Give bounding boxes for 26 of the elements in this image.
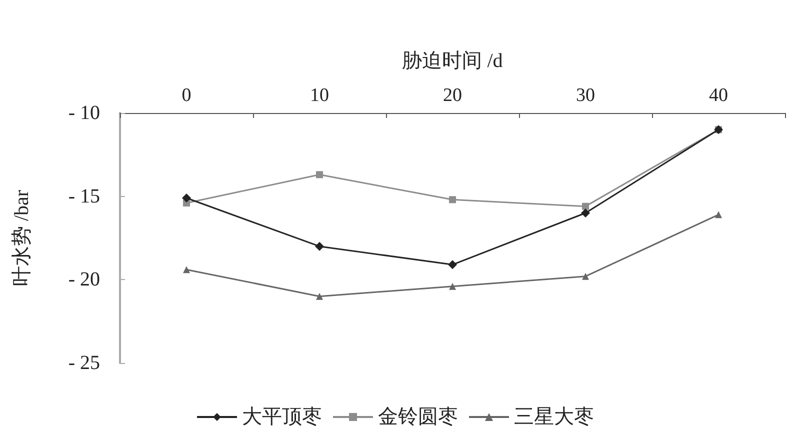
point — [448, 260, 457, 270]
legend-label: 三星大枣 — [514, 406, 594, 428]
x-tick-label: 20 — [443, 85, 462, 106]
point — [715, 211, 722, 218]
point — [316, 292, 323, 300]
legend-label: 大平顶枣 — [242, 406, 322, 428]
y-tick-label: - 20 — [68, 268, 100, 291]
y-tick-label: - 10 — [68, 102, 100, 124]
y-axis-title: 叶水势 /bar — [11, 190, 33, 286]
point — [449, 282, 456, 290]
point — [316, 171, 323, 178]
point — [449, 196, 456, 204]
legend-label: 金铃圆枣 — [378, 406, 458, 428]
point — [315, 242, 324, 251]
x-tick-label: 10 — [310, 85, 329, 106]
y-tick-label: - 15 — [68, 185, 100, 208]
x-tick-label: 40 — [709, 85, 728, 106]
x-axis-title: 胁迫时间 /d — [402, 50, 503, 72]
point — [183, 266, 190, 274]
point — [182, 194, 191, 202]
point — [581, 208, 590, 218]
x-tick-label: 0 — [182, 85, 192, 106]
point — [582, 272, 589, 280]
y-tick-label: - 25 — [68, 352, 100, 374]
x-tick-label: 30 — [576, 85, 595, 106]
point — [582, 202, 589, 210]
